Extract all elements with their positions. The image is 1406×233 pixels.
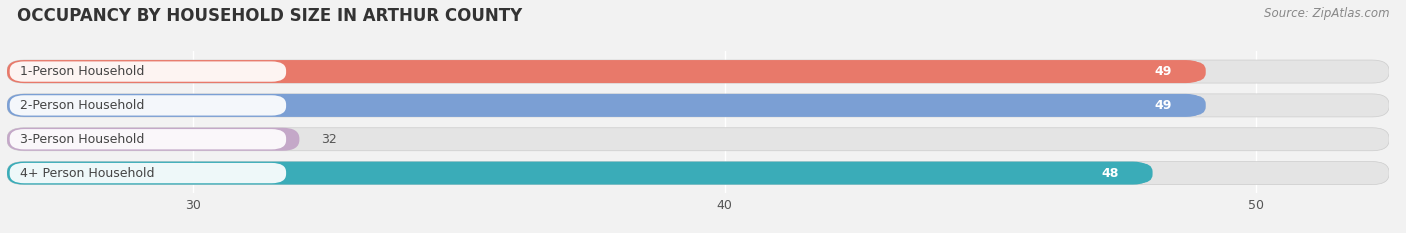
Text: 3-Person Household: 3-Person Household: [20, 133, 145, 146]
FancyBboxPatch shape: [7, 60, 1389, 83]
FancyBboxPatch shape: [7, 94, 1389, 117]
Text: 2-Person Household: 2-Person Household: [20, 99, 145, 112]
FancyBboxPatch shape: [1121, 62, 1206, 82]
FancyBboxPatch shape: [10, 95, 285, 116]
FancyBboxPatch shape: [10, 129, 285, 149]
Text: 32: 32: [321, 133, 336, 146]
Text: 49: 49: [1154, 65, 1171, 78]
Text: OCCUPANCY BY HOUSEHOLD SIZE IN ARTHUR COUNTY: OCCUPANCY BY HOUSEHOLD SIZE IN ARTHUR CO…: [17, 7, 522, 25]
FancyBboxPatch shape: [7, 128, 1389, 151]
FancyBboxPatch shape: [7, 161, 1150, 185]
FancyBboxPatch shape: [10, 62, 285, 82]
Text: 49: 49: [1154, 99, 1171, 112]
FancyBboxPatch shape: [7, 128, 299, 151]
Text: 4+ Person Household: 4+ Person Household: [20, 167, 155, 180]
Text: 1-Person Household: 1-Person Household: [20, 65, 145, 78]
FancyBboxPatch shape: [7, 161, 1389, 185]
FancyBboxPatch shape: [10, 163, 285, 183]
FancyBboxPatch shape: [7, 94, 1204, 117]
Text: Source: ZipAtlas.com: Source: ZipAtlas.com: [1264, 7, 1389, 20]
Text: 48: 48: [1101, 167, 1119, 180]
FancyBboxPatch shape: [1121, 95, 1206, 116]
FancyBboxPatch shape: [7, 60, 1204, 83]
FancyBboxPatch shape: [1067, 163, 1153, 183]
